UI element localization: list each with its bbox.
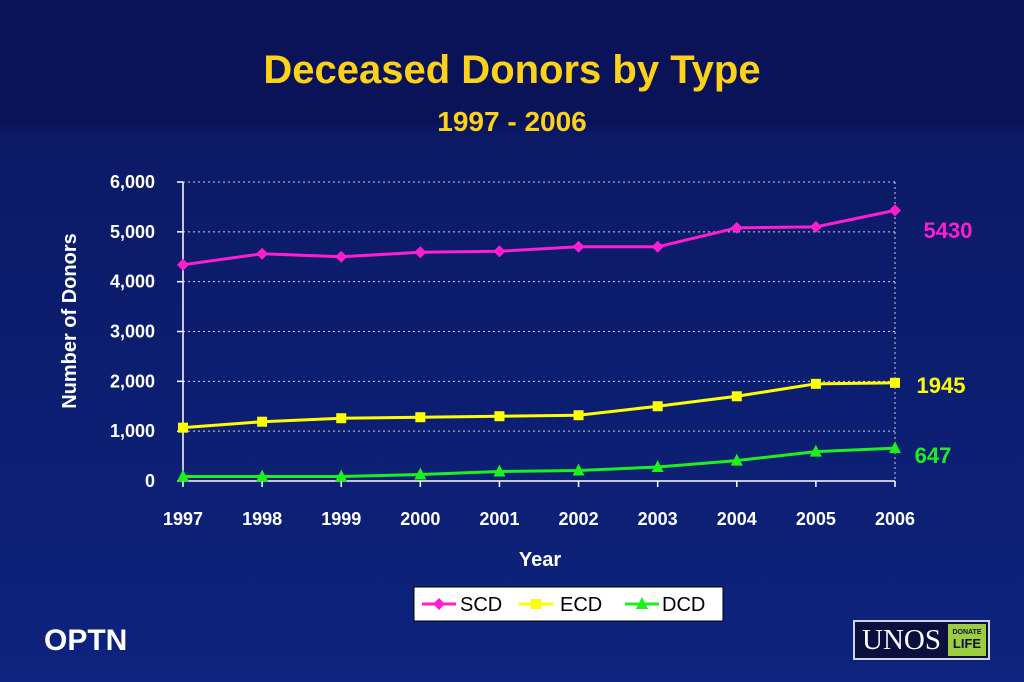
ecd-point: [178, 422, 188, 433]
scd-point: [572, 240, 585, 253]
ecd-point: [810, 378, 821, 389]
scd-point: [809, 220, 822, 233]
ecd-point: [652, 401, 663, 412]
y-tick-label: 6,000: [110, 172, 155, 192]
scd-point: [177, 258, 189, 271]
ecd-point: [257, 416, 268, 427]
donate-life-badge-top: DONATE: [952, 629, 982, 636]
x-tick-label: 1999: [321, 509, 361, 529]
dcd-point: [651, 460, 664, 473]
dcd-point: [809, 444, 822, 457]
dcd-line: [183, 446, 896, 479]
unos-logo: UNOS DONATE LIFE: [853, 620, 990, 660]
y-tick-label: 2,000: [110, 371, 155, 391]
scd-point: [493, 245, 506, 258]
x-tick-label: 2003: [638, 509, 678, 529]
ecd-legend-marker: [531, 599, 541, 609]
scd-line: [182, 208, 896, 267]
x-axis-title: Year: [519, 549, 561, 571]
dcd-legend-marker: [636, 597, 648, 609]
ecd-point: [573, 410, 584, 421]
scd-point: [256, 247, 269, 260]
scd-point: [414, 246, 427, 259]
x-tick-label: 1997: [163, 509, 203, 529]
y-tick-label: 1,000: [110, 421, 155, 441]
x-tick-label: 2000: [400, 509, 440, 529]
dcd-point: [414, 467, 427, 480]
slide-subtitle: 1997 - 2006: [437, 106, 587, 137]
legend-box: [413, 586, 724, 622]
unos-logo-text: UNOS: [862, 624, 941, 656]
dcd-point: [572, 463, 585, 476]
donate-life-badge-bottom: LIFE: [952, 636, 982, 651]
ecd-point: [336, 413, 347, 424]
dcd-legend-label: DCD: [662, 594, 705, 616]
scd-point: [651, 240, 664, 253]
ecd-point: [890, 377, 900, 388]
ecd-end-label: 1945: [917, 373, 966, 398]
x-tick-label: 2004: [717, 509, 757, 529]
ecd-line: [182, 381, 896, 430]
x-tick-label: 2002: [559, 509, 599, 529]
scd-legend-label: SCD: [460, 594, 502, 616]
dcd-point: [335, 469, 348, 482]
donate-life-badge: DONATE LIFE: [948, 624, 986, 656]
ecd-point: [731, 391, 742, 402]
dcd-point: [889, 441, 901, 454]
y-tick-label: 5,000: [110, 222, 155, 242]
dcd-point: [493, 464, 506, 477]
y-tick-label: 0: [145, 471, 155, 491]
x-tick-label: 2006: [875, 509, 915, 529]
dcd-end-label: 647: [915, 443, 952, 468]
optn-label: OPTN: [44, 624, 128, 657]
x-tick-label: 2001: [479, 509, 519, 529]
scd-legend-marker: [433, 598, 445, 610]
ecd-point: [415, 412, 426, 423]
dcd-point: [256, 469, 269, 482]
dcd-point: [177, 469, 189, 482]
ecd-point: [494, 411, 505, 422]
y-tick-label: 4,000: [110, 272, 155, 292]
scd-end-label: 5430: [924, 218, 973, 243]
x-tick-label: 1998: [242, 509, 282, 529]
dcd-point: [730, 453, 743, 466]
ecd-legend-label: ECD: [560, 594, 602, 616]
scd-point: [889, 204, 901, 217]
scd-point: [730, 221, 743, 234]
y-axis-title: Number of Donors: [59, 233, 81, 409]
x-tick-label: 2005: [796, 509, 836, 529]
slide-title: Deceased Donors by Type: [263, 48, 761, 92]
scd-point: [335, 250, 348, 263]
y-tick-label: 3,000: [110, 322, 155, 342]
